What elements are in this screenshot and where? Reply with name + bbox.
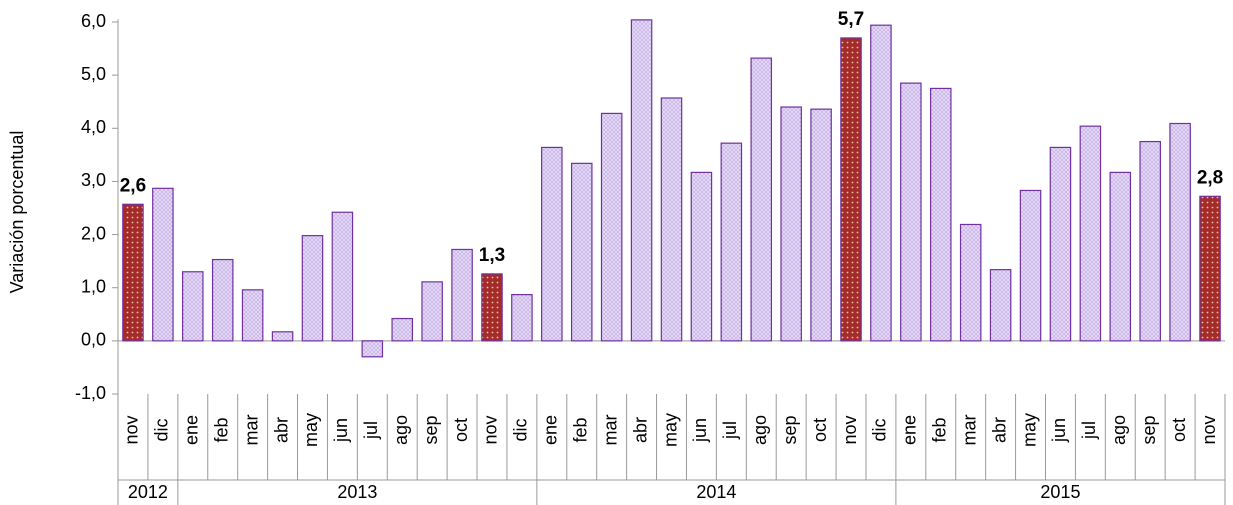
x-tick-label: oct [1169, 418, 1189, 442]
group-label: 2012 [128, 482, 168, 502]
x-tick-label: sep [780, 415, 800, 444]
x-tick-label: may [1019, 413, 1039, 447]
x-tick-label: nov [1199, 415, 1219, 444]
bar [810, 108, 832, 342]
bar [391, 317, 414, 342]
y-tick-label: 2,0 [81, 223, 106, 243]
bar [1139, 140, 1161, 342]
bar [929, 87, 952, 342]
x-tick-label: abr [271, 417, 291, 443]
bar [870, 24, 892, 342]
bar [1019, 189, 1042, 342]
x-tick-label: ene [900, 415, 920, 445]
bar [182, 271, 204, 342]
bar [900, 82, 922, 342]
x-tick-label: feb [930, 417, 950, 442]
x-tick-label: jul [720, 421, 740, 440]
y-axis-label: Variación porcentual [7, 131, 27, 294]
x-tick-label: feb [211, 417, 231, 442]
x-tick-label: ene [541, 415, 561, 445]
x-tick-label: mar [241, 414, 261, 445]
x-tick-label: dic [511, 418, 531, 441]
x-tick-label: sep [421, 415, 441, 444]
x-tick-label: mar [600, 414, 620, 445]
bar [1169, 122, 1191, 342]
bar [361, 340, 384, 358]
bar [750, 57, 773, 342]
bar [241, 289, 264, 342]
x-tick-label: oct [810, 418, 830, 442]
bar [959, 223, 982, 342]
x-tick-label: jul [361, 421, 381, 440]
value-label: 5,7 [838, 9, 864, 30]
y-tick-label: 0,0 [81, 330, 106, 350]
value-label: 1,3 [479, 245, 505, 266]
bar [301, 235, 324, 342]
group-label: 2013 [337, 482, 377, 502]
x-tick-label: ene [182, 415, 202, 445]
bar [271, 331, 294, 342]
x-tick-label: abr [630, 417, 650, 443]
bar [630, 19, 653, 342]
x-tick-label: nov [840, 415, 860, 444]
bar [451, 248, 473, 342]
y-tick-label: 1,0 [81, 276, 106, 296]
x-tick-label: abr [989, 417, 1009, 443]
bar [421, 281, 443, 342]
y-tick-label: 4,0 [81, 117, 106, 137]
x-tick-label: jun [690, 418, 710, 443]
x-tick-label: nov [122, 415, 142, 444]
x-tick-label: mar [959, 414, 979, 445]
bar [720, 142, 743, 342]
x-tick-label: dic [152, 418, 172, 441]
bar [1199, 195, 1221, 342]
y-tick-label: 3,0 [81, 170, 106, 190]
bar [780, 106, 802, 342]
bar [840, 37, 862, 342]
x-tick-label: ago [1109, 415, 1129, 445]
x-tick-label: jun [331, 418, 351, 443]
bar [331, 211, 354, 342]
bar [511, 294, 533, 342]
x-tick-label: feb [570, 417, 590, 442]
x-tick-label: ago [391, 415, 411, 445]
bar [989, 269, 1012, 342]
bar [481, 273, 503, 342]
x-tick-label: oct [451, 418, 471, 442]
x-tick-label: may [301, 413, 321, 447]
bar [152, 187, 174, 342]
x-tick-label: jul [1079, 421, 1099, 440]
value-label: 2,6 [120, 175, 146, 196]
group-label: 2014 [696, 482, 736, 502]
bar [660, 97, 683, 342]
bar [570, 162, 593, 342]
x-tick-label: nov [481, 415, 501, 444]
bar [1109, 171, 1132, 342]
bar [541, 146, 563, 342]
bar [122, 203, 144, 342]
bar [600, 112, 623, 342]
x-tick-label: ago [750, 415, 770, 445]
x-tick-label: jun [1049, 418, 1069, 443]
bar [211, 258, 234, 342]
bar [1049, 146, 1072, 342]
x-tick-label: sep [1139, 415, 1159, 444]
value-label: 2,8 [1197, 167, 1223, 188]
x-tick-label: may [660, 413, 680, 447]
group-label: 2015 [1040, 482, 1080, 502]
x-tick-label: dic [870, 418, 890, 441]
bar [1079, 125, 1102, 342]
y-tick-label: 6,0 [81, 11, 106, 31]
y-tick-label: -1,0 [75, 383, 106, 403]
y-tick-label: 5,0 [81, 64, 106, 84]
bar [690, 171, 713, 342]
